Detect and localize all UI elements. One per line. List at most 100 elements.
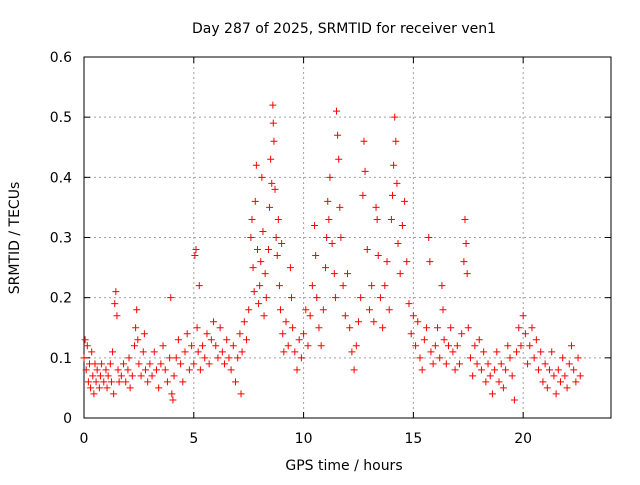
data-point [352,342,360,350]
data-point [543,384,551,392]
data-point [331,294,339,302]
data-point [95,384,103,392]
data-point [293,366,301,374]
data-point [288,294,296,302]
data-point [229,342,237,350]
data-point [249,264,257,272]
data-point [232,378,240,386]
data-point [416,354,424,362]
data-point [537,348,545,356]
data-point [387,215,395,223]
data-point [391,113,399,121]
data-point [357,294,365,302]
data-point [102,366,110,374]
data-point [282,318,290,326]
x-axis-label: GPS time / hours [285,458,402,474]
data-point [541,360,549,368]
data-point [114,366,122,374]
data-point [128,372,136,380]
data-point [238,348,246,356]
data-point [526,342,534,350]
data-point [248,215,256,223]
data-point [112,288,120,296]
data-point [550,372,558,380]
data-point [277,306,285,314]
data-point [167,294,175,302]
data-point [168,390,176,398]
data-point [218,348,226,356]
data-point [191,252,199,260]
data-point [214,354,222,362]
data-point [504,342,512,350]
data-point [196,366,204,374]
data-point [361,167,369,175]
data-point [150,348,158,356]
data-point [350,366,358,374]
x-tick-label: 5 [189,431,198,447]
data-point [93,366,101,374]
data-point [205,360,213,368]
data-point [436,354,444,362]
data-point [389,191,397,199]
data-point [90,390,98,398]
data-point [546,366,554,374]
data-point [311,221,319,229]
data-point [451,366,459,374]
data-point [455,360,463,368]
data-point [234,354,242,362]
x-tick-label: 10 [295,431,313,447]
data-point [360,137,368,145]
data-point [190,360,198,368]
data-point [155,384,163,392]
data-point [268,179,276,187]
data-point [237,390,245,398]
data-point [253,246,261,254]
data-point [134,336,142,344]
data-point [464,324,472,332]
data-point [91,360,99,368]
data-point [439,306,447,314]
data-point [304,342,312,350]
data-point [521,330,529,338]
data-point [271,185,279,193]
data-point [463,270,471,278]
data-point [135,360,143,368]
data-point [333,107,341,115]
data-point [445,342,453,350]
data-point [242,336,250,344]
data-point [306,312,314,320]
data-point [82,366,90,374]
data-point [368,282,376,290]
data-point [488,390,496,398]
data-point [495,378,503,386]
data-point [137,372,145,380]
data-point [272,234,280,241]
data-point [269,101,277,109]
data-point [280,348,288,356]
data-point [471,342,479,350]
data-point [530,354,538,362]
data-point [374,252,382,260]
data-point [201,354,209,362]
data-point [339,282,347,290]
data-point [480,348,488,356]
data-point [261,270,269,278]
data-point [460,258,468,266]
data-point [262,294,270,302]
data-point [427,348,435,356]
data-point [284,342,292,350]
data-point [434,324,442,332]
data-point [174,336,182,344]
data-point [163,378,171,386]
data-point [107,378,115,386]
data-point [322,264,330,272]
data-point [453,342,461,350]
data-point [308,282,316,290]
data-point [236,330,244,338]
data-point [133,306,141,314]
data-point [251,197,259,205]
x-tick-label: 20 [514,431,532,447]
data-point [556,378,564,386]
data-point [278,240,286,248]
data-point [414,318,422,326]
